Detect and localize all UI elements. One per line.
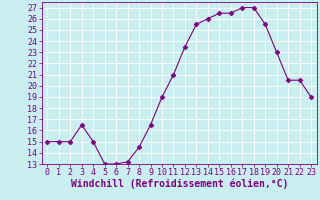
- X-axis label: Windchill (Refroidissement éolien,°C): Windchill (Refroidissement éolien,°C): [70, 179, 288, 189]
